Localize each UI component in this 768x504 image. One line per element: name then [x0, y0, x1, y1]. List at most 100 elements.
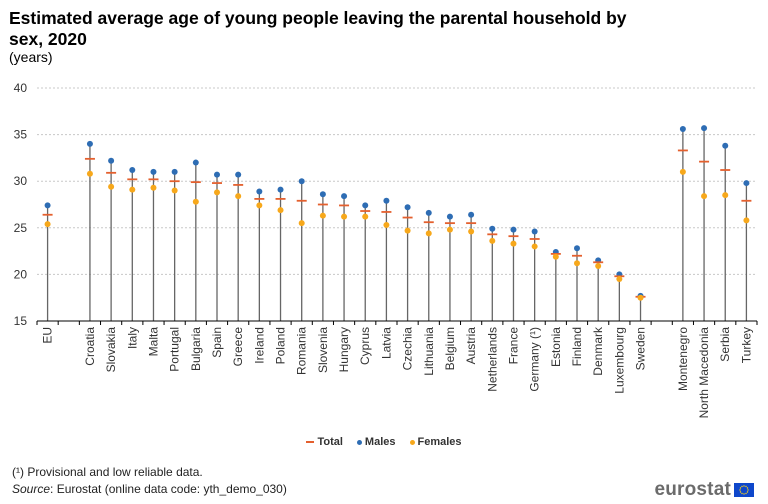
point-males — [468, 211, 475, 218]
x-category-label: Slovakia — [104, 327, 118, 373]
x-category-label: Portugal — [168, 327, 182, 372]
x-category-label: Ireland — [252, 327, 266, 364]
x-category-label: Croatia — [83, 327, 97, 366]
chart-title: Estimated average age of young people le… — [9, 8, 627, 49]
x-category-label: North Macedonia — [697, 327, 711, 419]
chart-plot: 15 20 25 30 35 40 EU Croatia Slovakia Italy Malta… — [14, 81, 758, 419]
point-females — [214, 189, 220, 196]
point-males — [129, 167, 136, 174]
stems — [46, 128, 748, 321]
point-males — [446, 213, 453, 220]
point-males — [256, 188, 263, 195]
x-category-label: Serbia — [718, 327, 732, 362]
point-males — [108, 157, 115, 164]
legend-item-females[interactable]: Females — [409, 436, 462, 448]
x-category-label: Estonia — [549, 327, 563, 367]
eurostat-logo: eurostat — [654, 479, 754, 501]
legend-item-males[interactable]: Males — [356, 436, 396, 448]
point-males — [192, 159, 199, 166]
point-males — [679, 126, 686, 133]
point-females — [129, 186, 136, 193]
point-males — [214, 171, 220, 178]
legend-item-total[interactable]: Total — [306, 436, 343, 448]
point-males — [362, 202, 369, 209]
x-category-label: Turkey — [739, 327, 753, 363]
point-females — [298, 220, 305, 227]
gridlines — [37, 87, 757, 275]
point-females — [108, 183, 115, 190]
point-males — [574, 245, 580, 252]
point-females — [192, 198, 199, 205]
x-category-label: Luxembourg — [612, 327, 626, 394]
data-marks — [42, 125, 752, 301]
x-category-label: Spain — [210, 327, 224, 358]
point-males — [171, 168, 178, 175]
dot-icon — [356, 439, 362, 445]
y-tick-label: 30 — [14, 174, 28, 188]
point-males — [341, 193, 348, 200]
point-females — [552, 253, 559, 260]
point-females — [383, 222, 390, 229]
x-category-label: Belgium — [443, 327, 457, 370]
point-females — [425, 230, 432, 237]
point-males — [44, 202, 51, 209]
point-females — [404, 227, 411, 234]
point-females — [277, 207, 284, 214]
y-axis: 15 20 25 30 35 40 — [14, 81, 28, 328]
point-females — [446, 226, 453, 233]
x-category-label: France — [506, 327, 520, 365]
x-category-label: Czechia — [401, 327, 415, 371]
legend-label-females: Females — [417, 436, 462, 448]
point-females — [743, 217, 750, 224]
point-females — [722, 192, 729, 199]
point-males — [383, 197, 390, 204]
x-category-label: Latvia — [379, 327, 393, 359]
point-males — [277, 186, 284, 193]
x-category-label: Cyprus — [358, 327, 372, 365]
y-tick-label: 20 — [14, 267, 28, 281]
point-females — [489, 237, 496, 244]
y-tick-label: 15 — [14, 314, 28, 328]
point-females — [235, 193, 242, 200]
x-category-label: Greece — [231, 327, 245, 367]
point-females — [574, 260, 580, 267]
point-females — [637, 294, 644, 301]
point-females — [531, 243, 538, 250]
footnote: (¹) Provisional and low reliable data. — [12, 465, 203, 479]
point-males — [235, 171, 242, 178]
point-females — [595, 263, 602, 270]
x-category-label: Netherlands — [485, 327, 499, 392]
point-males — [86, 140, 93, 147]
y-tick-label: 25 — [14, 221, 28, 235]
x-category-label: Austria — [464, 327, 478, 365]
x-category-label: Romania — [295, 327, 309, 375]
point-males — [404, 204, 411, 211]
point-males — [510, 226, 517, 233]
source-note: Source: Eurostat (online data code: yth_… — [12, 482, 287, 496]
x-category-label: Finland — [570, 327, 584, 366]
x-category-label: Hungary — [337, 327, 351, 372]
point-males — [425, 209, 432, 216]
point-females — [86, 170, 93, 177]
x-category-label: Germany (¹) — [528, 327, 542, 392]
x-category-label: Italy — [125, 327, 139, 349]
point-females — [468, 228, 475, 235]
point-males — [531, 228, 538, 235]
point-males — [489, 225, 496, 232]
source-text: : Eurostat (online data code: yth_demo_0… — [50, 482, 287, 496]
point-males — [722, 142, 729, 149]
source-label: Source — [12, 482, 51, 496]
legend-label-males: Males — [364, 436, 396, 448]
point-females — [701, 193, 708, 200]
point-females — [341, 213, 348, 220]
point-females — [362, 213, 369, 220]
legend-label-total: Total — [317, 436, 343, 448]
x-category-label: Lithuania — [422, 327, 436, 376]
point-females — [679, 168, 686, 175]
point-females — [171, 187, 178, 194]
point-females — [150, 184, 157, 191]
x-category-label: EU — [41, 327, 55, 344]
x-category-label: Malta — [146, 327, 160, 357]
point-males — [743, 180, 750, 187]
dash-icon — [306, 441, 315, 443]
